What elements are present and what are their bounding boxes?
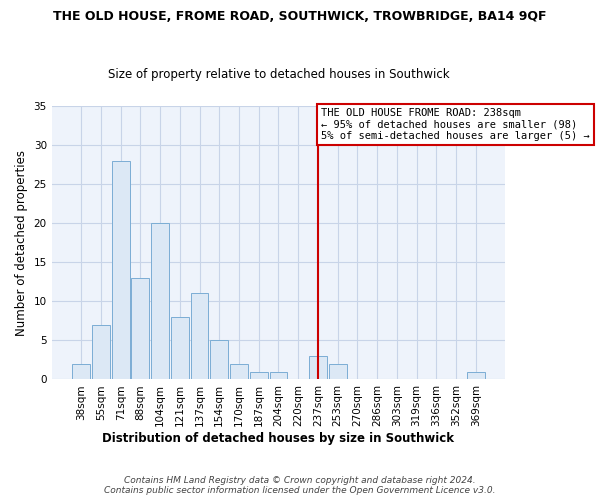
Bar <box>250 372 268 380</box>
Y-axis label: Number of detached properties: Number of detached properties <box>15 150 28 336</box>
Bar <box>309 356 327 380</box>
Bar <box>131 278 149 380</box>
Bar <box>191 294 208 380</box>
Text: THE OLD HOUSE FROME ROAD: 238sqm
← 95% of detached houses are smaller (98)
5% of: THE OLD HOUSE FROME ROAD: 238sqm ← 95% o… <box>321 108 590 142</box>
Bar <box>269 372 287 380</box>
Bar <box>151 223 169 380</box>
Title: Size of property relative to detached houses in Southwick: Size of property relative to detached ho… <box>107 68 449 81</box>
Bar <box>467 372 485 380</box>
Bar <box>72 364 90 380</box>
Bar <box>230 364 248 380</box>
X-axis label: Distribution of detached houses by size in Southwick: Distribution of detached houses by size … <box>103 432 454 445</box>
Bar <box>171 317 188 380</box>
Bar <box>329 364 347 380</box>
Bar <box>92 324 110 380</box>
Text: Contains HM Land Registry data © Crown copyright and database right 2024.
Contai: Contains HM Land Registry data © Crown c… <box>104 476 496 495</box>
Bar <box>211 340 228 380</box>
Text: THE OLD HOUSE, FROME ROAD, SOUTHWICK, TROWBRIDGE, BA14 9QF: THE OLD HOUSE, FROME ROAD, SOUTHWICK, TR… <box>53 10 547 23</box>
Bar <box>112 160 130 380</box>
